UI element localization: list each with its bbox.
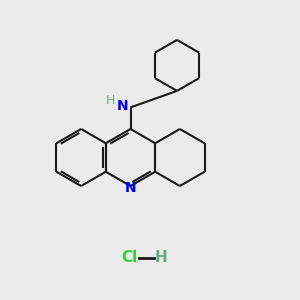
Text: Cl: Cl [121,250,137,266]
Text: N: N [116,99,128,113]
Text: N: N [125,181,136,194]
Text: H: H [105,94,115,107]
Text: H: H [154,250,167,266]
